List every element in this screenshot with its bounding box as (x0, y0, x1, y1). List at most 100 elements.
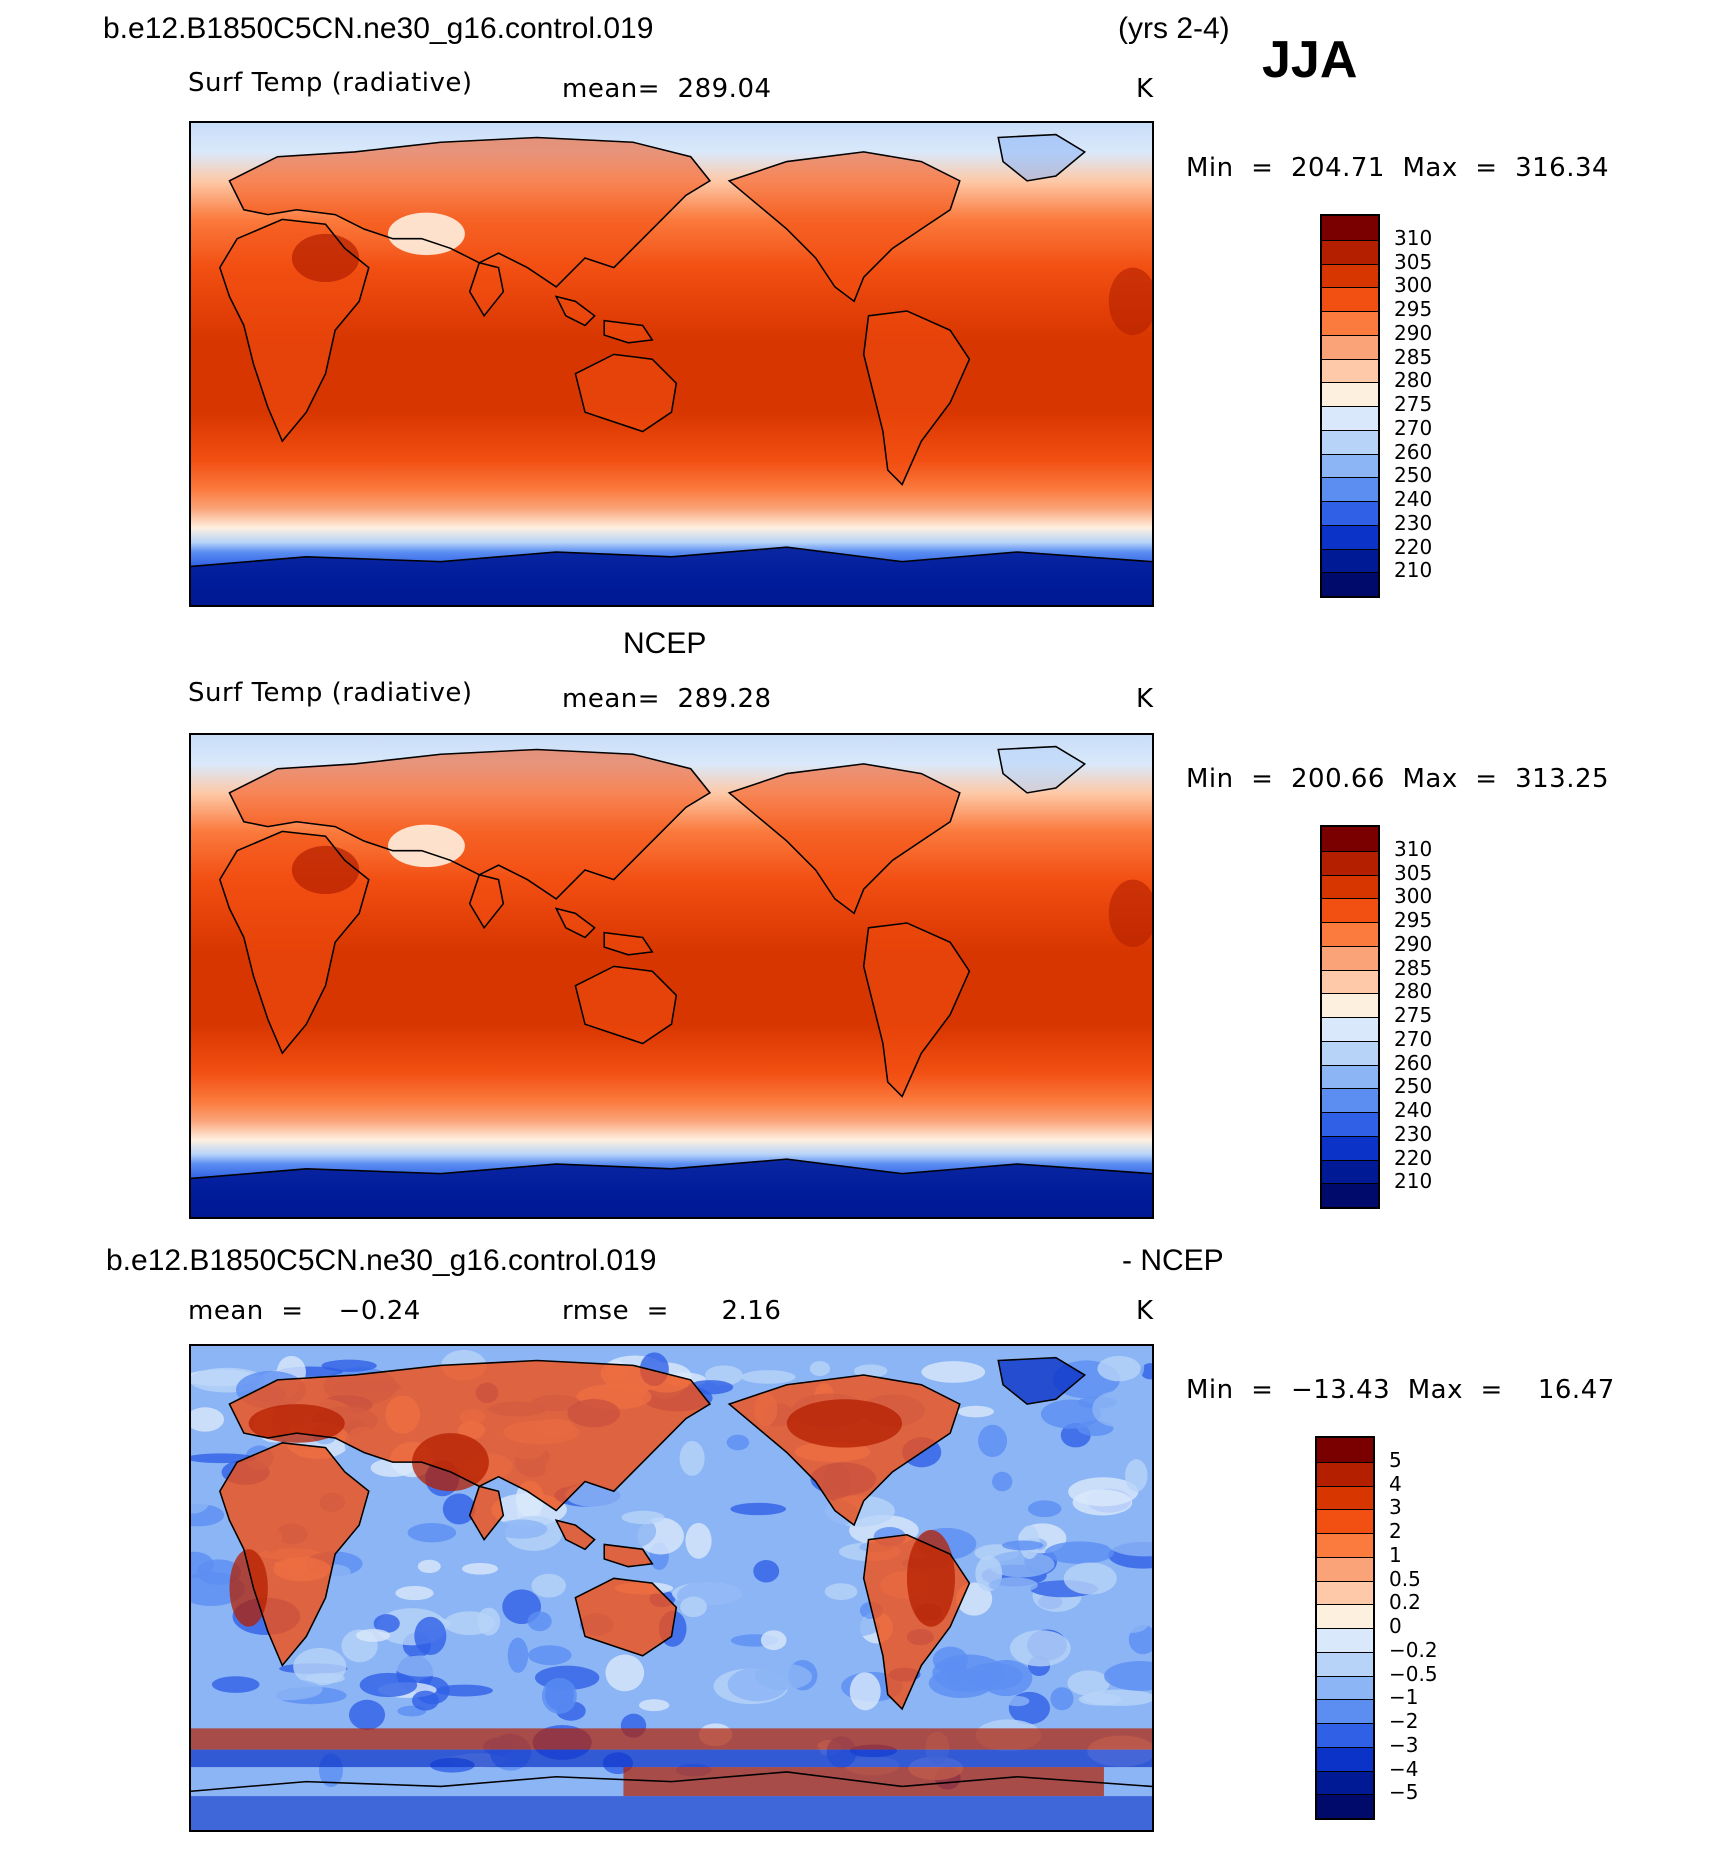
colorbar-tick-label: 270 (1394, 415, 1433, 440)
colorbar-tick-label: 290 (1394, 320, 1433, 345)
colorbar-segment (1322, 993, 1378, 1017)
panel2-units: K (1136, 684, 1154, 714)
panel3-colorbar (1315, 1436, 1375, 1820)
colorbar-tick-label: 0.5 (1389, 1566, 1421, 1591)
colorbar-tick-label: 275 (1394, 1003, 1433, 1027)
colorbar-tick-label: −2 (1389, 1709, 1419, 1733)
colorbar-segment (1322, 287, 1378, 311)
colorbar-segment (1322, 1088, 1378, 1112)
colorbar-tick-label: 305 (1394, 249, 1433, 274)
colorbar-tick-label: −1 (1389, 1685, 1419, 1710)
colorbar-tick-label: 305 (1394, 860, 1433, 885)
colorbar-segment (1317, 1651, 1373, 1676)
colorbar-tick-label: 3 (1389, 1495, 1402, 1520)
colorbar-segment (1317, 1628, 1373, 1652)
colorbar-tick-label: −3 (1389, 1732, 1419, 1757)
colorbar-segment (1317, 1509, 1373, 1533)
colorbar-segment (1317, 1533, 1373, 1557)
colorbar-segment (1322, 1135, 1378, 1160)
colorbar-segment (1322, 453, 1378, 478)
colorbar-tick-label: 4 (1389, 1471, 1402, 1496)
colorbar-tick-label: 285 (1394, 955, 1433, 980)
colorbar-tick-label: 5 (1389, 1447, 1402, 1472)
colorbar-segment (1322, 382, 1378, 406)
colorbar-tick-label: 280 (1394, 368, 1433, 393)
colorbar-segment (1317, 1580, 1373, 1605)
colorbar-segment (1322, 334, 1378, 359)
colorbar-tick-label: 240 (1394, 487, 1433, 511)
panel1-colorbar (1320, 214, 1380, 598)
colorbar-segment (1317, 1723, 1373, 1747)
colorbar-tick-label: 250 (1394, 463, 1433, 488)
colorbar-tick-label: 220 (1394, 534, 1433, 559)
colorbar-segment (1317, 1461, 1373, 1486)
colorbar-tick-label: 310 (1394, 225, 1433, 250)
colorbar-segment (1322, 898, 1378, 922)
colorbar-segment (1317, 1556, 1373, 1581)
colorbar-segment (1322, 827, 1378, 851)
panel1-minmax: Min = 204.71 Max = 316.34 (1186, 153, 1610, 183)
case-title: b.e12.B1850C5CN.ne30_g16.control.019 (103, 12, 654, 45)
colorbar-tick-label: 1 (1389, 1542, 1402, 1567)
colorbar-segment (1322, 358, 1378, 383)
colorbar-tick-label: 0 (1389, 1614, 1402, 1638)
colorbar-segment (1322, 524, 1378, 549)
colorbar-tick-label: 280 (1394, 979, 1433, 1004)
colorbar-tick-label: 220 (1394, 1145, 1433, 1170)
colorbar-segment (1322, 1040, 1378, 1065)
colorbar-tick-label: −4 (1389, 1756, 1419, 1781)
years-label: (yrs 2-4) (1118, 12, 1230, 45)
panel2-minmax: Min = 200.66 Max = 313.25 (1186, 764, 1610, 794)
colorbar-tick-label: 285 (1394, 344, 1433, 369)
colorbar-tick-label: 270 (1394, 1026, 1433, 1051)
panel1-mean: mean= 289.04 (562, 74, 772, 104)
colorbar-tick-label: 240 (1394, 1098, 1433, 1122)
colorbar-segment (1322, 1112, 1378, 1136)
colorbar-segment (1322, 922, 1378, 946)
panel2-title: NCEP (623, 627, 707, 660)
colorbar-segment (1317, 1438, 1373, 1462)
colorbar-tick-label: 295 (1394, 297, 1433, 321)
colorbar-segment (1317, 1485, 1373, 1510)
colorbar-segment (1322, 572, 1378, 596)
colorbar-segment (1322, 216, 1378, 240)
panel3-title-right: - NCEP (1122, 1244, 1224, 1277)
colorbar-tick-label: 210 (1394, 1169, 1433, 1194)
panel3-rmse: rmse = 2.16 (562, 1296, 782, 1326)
colorbar-segment (1322, 429, 1378, 454)
colorbar-segment (1322, 239, 1378, 264)
panel2-mean: mean= 289.28 (562, 684, 772, 714)
colorbar-segment (1317, 1770, 1373, 1795)
colorbar-segment (1317, 1699, 1373, 1723)
colorbar-tick-label: 2 (1389, 1519, 1402, 1543)
colorbar-tick-label: 230 (1394, 1121, 1433, 1146)
panel3-units: K (1136, 1296, 1154, 1326)
panel1-units: K (1136, 74, 1154, 104)
panel3-mean: mean = −0.24 (188, 1296, 421, 1326)
colorbar-tick-label: 300 (1394, 884, 1433, 909)
colorbar-tick-label: −0.2 (1389, 1637, 1438, 1662)
panel3-minmax: Min = −13.43 Max = 16.47 (1186, 1375, 1615, 1405)
season-label: JJA (1262, 31, 1358, 89)
colorbar-segment (1322, 1064, 1378, 1089)
colorbar-segment (1322, 874, 1378, 899)
colorbar-segment (1322, 1017, 1378, 1041)
colorbar-tick-label: 0.2 (1389, 1590, 1421, 1615)
colorbar-tick-label: 300 (1394, 273, 1433, 298)
colorbar-tick-label: −0.5 (1389, 1661, 1438, 1686)
colorbar-segment (1317, 1794, 1373, 1818)
colorbar-tick-label: 295 (1394, 908, 1433, 932)
colorbar-segment (1322, 548, 1378, 573)
colorbar-tick-label: 250 (1394, 1074, 1433, 1099)
colorbar-segment (1322, 263, 1378, 288)
colorbar-segment (1322, 406, 1378, 430)
colorbar-tick-label: 275 (1394, 392, 1433, 416)
colorbar-segment (1322, 311, 1378, 335)
colorbar-segment (1322, 945, 1378, 970)
panel3-title-left: b.e12.B1850C5CN.ne30_g16.control.019 (106, 1244, 657, 1277)
panel1-variable: Surf Temp (radiative) (188, 68, 473, 98)
colorbar-segment (1322, 477, 1378, 501)
colorbar-tick-label: 310 (1394, 836, 1433, 861)
colorbar-segment (1317, 1604, 1373, 1628)
colorbar-segment (1317, 1675, 1373, 1700)
